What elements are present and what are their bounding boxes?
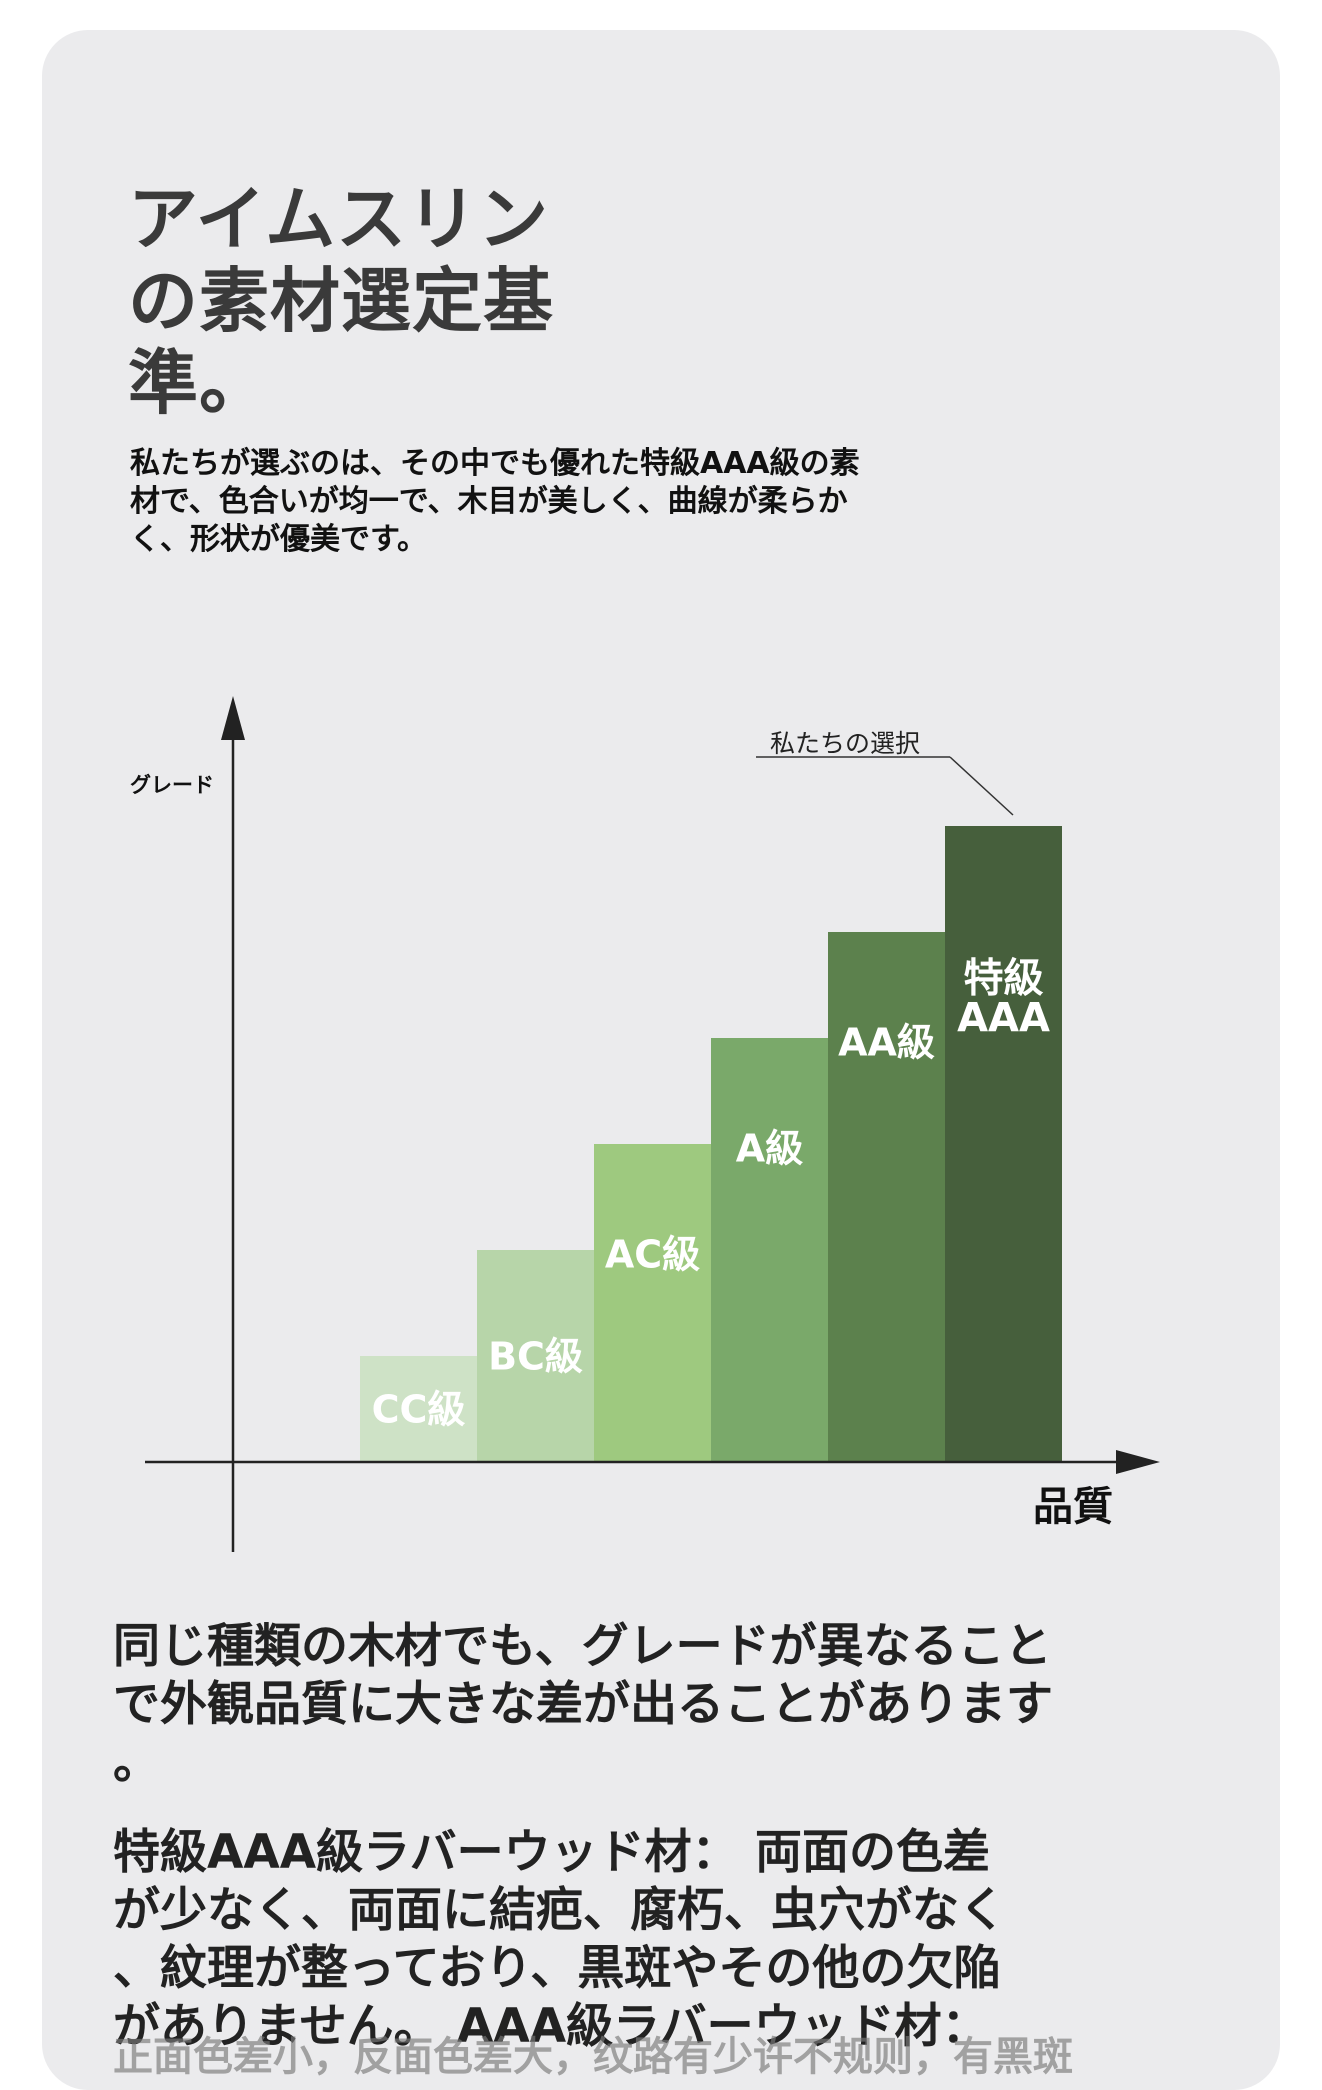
para2-line-4: がありません。 AAA級ラバーウッド材：: [113, 1999, 989, 2054]
title-line-1: アイムスリン: [128, 178, 550, 260]
title-line-3: 準。: [128, 342, 270, 424]
bar-3: [711, 1038, 828, 1462]
title-line-2: の素材選定基: [128, 260, 554, 342]
x-axis-arrow: [1116, 1450, 1160, 1474]
bar-label-2-0: AC級: [605, 1232, 700, 1276]
bar-label-4-0: AA級: [838, 1020, 935, 1064]
page-title: アイムスリン の素材選定基 準。: [128, 178, 648, 424]
grade-difference-paragraph: 同じ種類の木材でも、グレードが異なること で外観品質に大きな差が出ることがありま…: [113, 1618, 1233, 1792]
bar-label-1-0: BC級: [488, 1334, 583, 1378]
annotation-label: 私たちの選択: [770, 729, 920, 758]
para1-line-2: で外観品質に大きな差が出ることがあります: [113, 1677, 1053, 1732]
para1-line-1: 同じ種類の木材でも、グレードが異なること: [113, 1619, 1052, 1674]
para2-line-3: 、紋理が整っており、黒斑やその他の欠陥: [113, 1941, 1001, 1996]
intro-line-3: く、形状が優美です。: [130, 522, 427, 557]
faded-text-line: 正面色差小，反面色差大，纹路有少许不规则，有黑斑: [113, 2034, 1073, 2080]
bar-2: [594, 1144, 711, 1462]
bar-label-5-1: AAA: [957, 996, 1050, 1042]
bar-1: [477, 1250, 594, 1462]
intro-line-2: 材で、色合いが均一で、木目が美しく、曲線が柔らか: [130, 484, 848, 519]
y-axis-arrow: [221, 696, 245, 740]
intro-line-1: 私たちが選ぶのは、その中でも優れた特級AAA級の素: [130, 446, 860, 481]
y-axis-label: グレード: [130, 773, 214, 797]
para2-line-2: が少なく、両面に結疤、腐朽、虫穴がなく: [113, 1883, 1006, 1938]
bar-0: [360, 1356, 477, 1462]
bar-label-0-0: CC級: [372, 1387, 466, 1431]
material-description-paragraph: 特級AAA級ラバーウッド材： 両面の色差 が少なく、両面に結疤、腐朽、虫穴がなく…: [113, 1824, 1233, 2056]
para2-line-1: 特級AAA級ラバーウッド材： 両面の色差: [113, 1825, 991, 1880]
bar-5: [945, 826, 1062, 1462]
intro-text: 私たちが選ぶのは、その中でも優れた特級AAA級の素 材で、色合いが均一で、木目が…: [130, 445, 1010, 559]
x-axis-label: 品質: [1033, 1484, 1113, 1530]
annotation-leader-line: [949, 756, 1014, 816]
bars-layer: [360, 826, 1062, 1462]
content-card: [42, 30, 1280, 2090]
bar-label-3-0: A級: [736, 1126, 803, 1170]
bar-4: [828, 932, 945, 1462]
para1-line-3: 。: [113, 1735, 160, 1790]
bar-label-5-0: 特級: [964, 956, 1044, 1002]
